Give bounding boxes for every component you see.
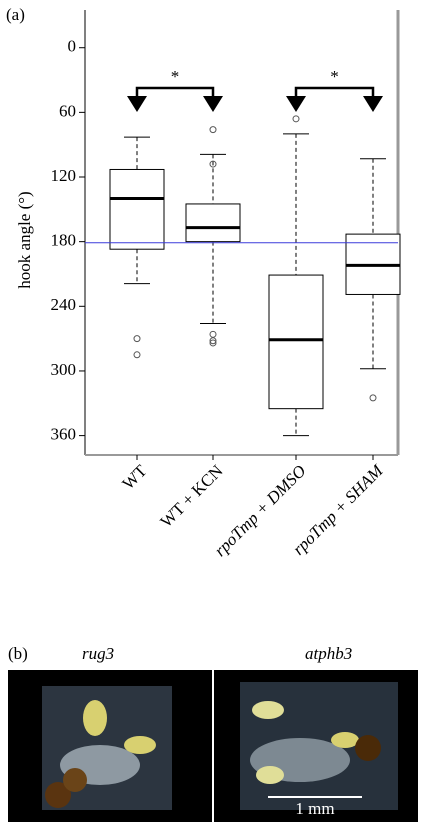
- arrowhead: [363, 96, 383, 112]
- caption: rug3: [82, 644, 114, 663]
- cotyledon: [331, 732, 359, 748]
- y-tick-label: 0: [68, 37, 77, 56]
- cotyledon: [256, 766, 284, 784]
- cotyledon: [252, 701, 284, 719]
- outlier: [292, 115, 300, 123]
- y-tick-label: 240: [51, 295, 77, 314]
- y-tick-label: 60: [59, 101, 76, 120]
- y-tick-label: 120: [51, 166, 77, 185]
- outlier: [209, 339, 217, 347]
- scale-label: 1 mm: [295, 799, 334, 818]
- caption: atphb3: [305, 644, 352, 663]
- outlier: [133, 335, 141, 343]
- y-tick-label: 300: [51, 360, 77, 379]
- x-tick-label: WT: [118, 461, 151, 494]
- panel-label: (b): [8, 644, 28, 663]
- box: [185, 203, 241, 243]
- y-tick-label: 360: [51, 425, 77, 444]
- outlier: [133, 351, 141, 359]
- arrowhead: [127, 96, 147, 112]
- arrowhead: [286, 96, 306, 112]
- cotyledon: [83, 700, 107, 736]
- annotation: *: [171, 67, 180, 86]
- seed: [355, 735, 381, 761]
- box: [109, 168, 165, 250]
- x-tick-label: WT + KCN: [157, 461, 227, 531]
- annotation: *: [330, 67, 339, 86]
- bracket: [135, 86, 215, 100]
- outlier: [209, 126, 217, 134]
- bracket: [294, 86, 375, 100]
- y-axis-label: hook angle (°): [15, 191, 34, 288]
- outlier: [209, 160, 217, 168]
- seed: [45, 782, 71, 808]
- seed: [63, 768, 87, 792]
- arrowhead: [203, 96, 223, 112]
- outlier: [209, 330, 217, 338]
- y-tick-label: 180: [51, 231, 77, 250]
- cotyledon: [124, 736, 156, 754]
- outlier: [369, 394, 377, 402]
- outlier: [209, 337, 217, 345]
- panel-label: (a): [6, 5, 25, 24]
- box: [268, 274, 324, 410]
